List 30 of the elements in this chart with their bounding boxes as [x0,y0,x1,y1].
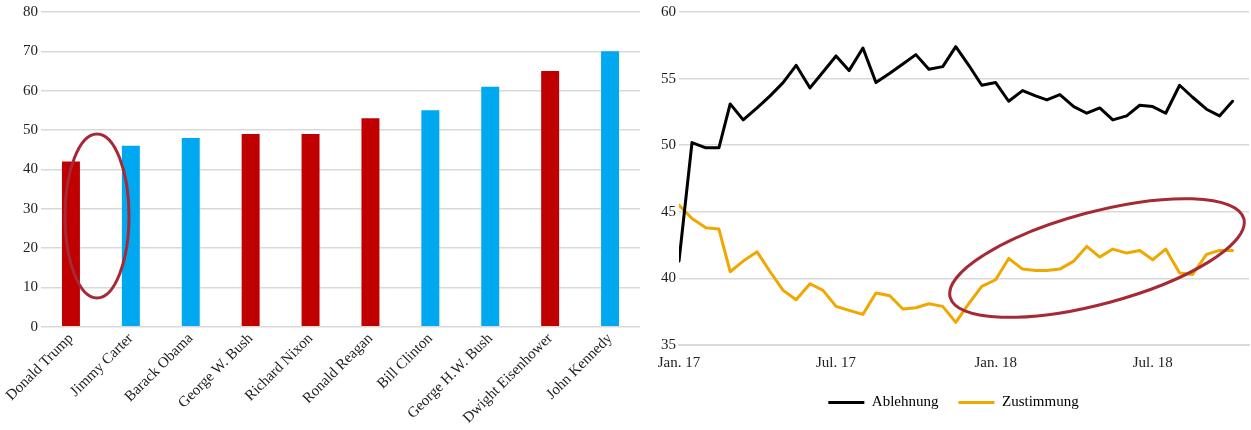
bar [421,110,440,326]
y-tick-label: 50 [661,136,676,153]
bar [601,51,620,326]
legend-label: Ablehnung [871,393,939,410]
bar [121,145,140,326]
bar [301,133,320,326]
bar [481,86,500,326]
x-tick-label: Jul. 18 [1132,353,1173,370]
y-tick-label: 20 [23,238,38,255]
y-tick-label: 10 [23,278,38,295]
y-tick-label: 60 [23,81,38,98]
y-tick-label: 0 [30,317,38,334]
y-tick-label: 45 [661,202,676,219]
y-tick-label: 40 [661,269,676,286]
legend-label: Zustimmung [1001,393,1080,410]
x-tick-label: Jan. 17 [657,353,701,370]
y-tick-label: 80 [23,2,38,19]
y-tick-label: 35 [661,335,676,352]
y-tick-label: 55 [661,69,676,86]
y-tick-label: 40 [23,160,38,177]
y-tick-label: 60 [661,2,676,19]
bar [181,137,200,326]
bar [241,133,260,326]
bar [361,118,380,326]
y-tick-label: 50 [23,120,38,137]
x-tick-label: Jan. 18 [974,353,1017,370]
y-tick-label: 30 [23,199,38,216]
x-tick-label: Jul. 17 [816,353,857,370]
bar [541,71,560,326]
y-tick-label: 70 [23,42,38,59]
